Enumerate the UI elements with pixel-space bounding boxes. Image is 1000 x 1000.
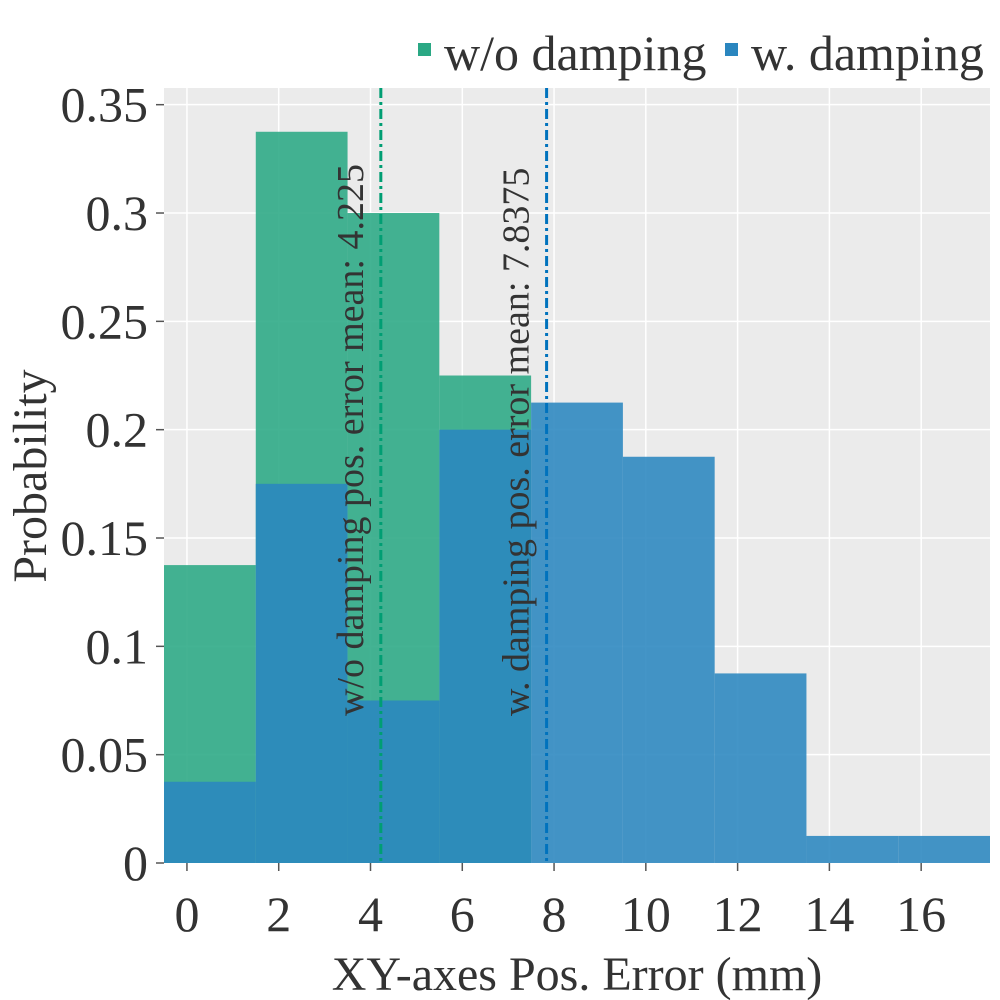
x-tick-label: 6 bbox=[450, 886, 475, 942]
mean-lines bbox=[379, 88, 549, 863]
x-tick-label: 4 bbox=[358, 886, 383, 942]
y-tick-label: 0.2 bbox=[86, 402, 149, 458]
bar-w-damping bbox=[714, 673, 807, 863]
legend-swatch-w-damping bbox=[725, 43, 738, 56]
x-tick-label: 12 bbox=[713, 886, 763, 942]
y-tick-label: 0.05 bbox=[61, 727, 149, 783]
legend-label-wo-damping: w/o damping bbox=[444, 25, 706, 81]
bar-w-damping bbox=[164, 781, 256, 863]
mean-annotation-w-damping: w. damping pos. error mean: 7.8375 bbox=[496, 168, 538, 716]
bar-w-damping bbox=[255, 483, 348, 863]
mean-annotation-wo-damping: w/o damping pos. error mean: 4.225 bbox=[330, 164, 372, 716]
legend-swatch-wo-damping bbox=[418, 43, 431, 56]
x-axis-ticks: 0 2 4 6 8 10 12 14 16 bbox=[174, 863, 946, 942]
bar-w-damping bbox=[806, 835, 899, 863]
y-tick-label: 0.35 bbox=[61, 77, 149, 133]
x-tick-label: 14 bbox=[804, 886, 854, 942]
bar-w-damping bbox=[898, 835, 990, 863]
x-tick-label: 2 bbox=[266, 886, 291, 942]
y-axis-ticks: 0 0.05 0.1 0.15 0.2 0.25 0.3 0.35 bbox=[61, 77, 164, 891]
x-tick-label: 16 bbox=[896, 886, 946, 942]
x-tick-label: 10 bbox=[621, 886, 671, 942]
y-tick-label: 0.25 bbox=[61, 293, 149, 349]
legend-label-w-damping: w. damping bbox=[751, 25, 984, 81]
mean-annotations: w/o damping pos. error mean: 4.225 w. dam… bbox=[330, 164, 538, 716]
legend: w/o damping w. damping bbox=[418, 25, 984, 81]
bar-w-damping bbox=[347, 700, 440, 863]
y-tick-label: 0.1 bbox=[86, 618, 149, 674]
bar-w-damping bbox=[531, 402, 623, 863]
y-tick-label: 0.15 bbox=[61, 510, 149, 566]
bar-w-damping bbox=[622, 456, 715, 863]
x-tick-label: 0 bbox=[174, 886, 199, 942]
y-tick-label: 0 bbox=[123, 835, 148, 891]
x-tick-label: 8 bbox=[542, 886, 567, 942]
x-axis-label: XY-axes Pos. Error (mm) bbox=[332, 948, 823, 1000]
bar-w-damping bbox=[439, 429, 532, 863]
y-tick-label: 0.3 bbox=[86, 185, 149, 241]
y-axis-label: Probability bbox=[4, 369, 57, 582]
